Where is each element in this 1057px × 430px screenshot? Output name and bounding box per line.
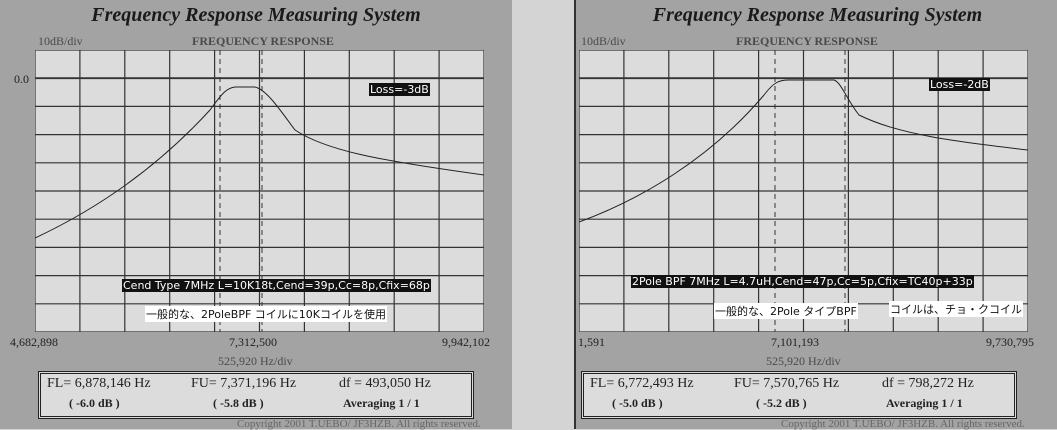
fl-value: FL= 6,772,493 Hz [590, 376, 694, 391]
ref-level: 0.0 [14, 72, 29, 86]
chart-title: FREQUENCY RESPONSE [736, 34, 878, 48]
copyright: Copyright 2001 T.UEBO/ JF3HZB. All right… [237, 418, 481, 430]
x-start: 1,591 [578, 335, 605, 349]
annotation-2: 一般的な、2PoleBPF コイルに10Kコイルを使用 [145, 306, 388, 322]
response-plot: Loss=-2dB 2Pole BPF 7MHz L=4.7uH,Cend=47… [579, 50, 1028, 332]
right-panel: Frequency Response Measuring System 10dB… [574, 0, 1057, 430]
plot-svg [35, 50, 484, 332]
x-end: 9,942,102 [442, 335, 490, 349]
results-box: FL= 6,878,146 Hz FU= 7,371,196 Hz df = 4… [38, 371, 474, 419]
y-scale-label: 10dB/div [38, 34, 83, 48]
fl-value: FL= 6,878,146 Hz [47, 376, 151, 391]
loss-label: Loss=-2dB [929, 78, 990, 91]
y-scale-label: 10dB/div [581, 34, 626, 48]
x-scale-label: 525,920 Hz/div [766, 354, 841, 368]
response-curve [579, 79, 1028, 223]
fu-db: ( -5.8 dB ) [213, 396, 264, 410]
chart-title: FREQUENCY RESPONSE [192, 34, 334, 48]
annotation-3: コイルは、チョ・クコイル [889, 301, 1023, 317]
x-start: 4,682,898 [10, 335, 58, 349]
fl-db: ( -6.0 dB ) [69, 396, 120, 410]
results-box: FL= 6,772,493 Hz FU= 7,570,765 Hz df = 7… [581, 371, 1017, 419]
fu-db: ( -5.2 dB ) [756, 396, 807, 410]
annotation-2: 一般的な、2Pole タイプBPF [714, 303, 858, 319]
app-title: Frequency Response Measuring System [91, 4, 421, 26]
app-title: Frequency Response Measuring System [652, 4, 983, 26]
x-center: 7,101,193 [771, 335, 819, 349]
response-plot: Loss=-3dB Cend Type 7MHz L=10K18t,Cend=3… [35, 50, 484, 332]
x-scale-label: 525,920 Hz/div [218, 354, 293, 368]
x-center: 7,312,500 [229, 335, 277, 349]
averaging: Averaging 1 / 1 [343, 396, 420, 410]
copyright: Copyright 2001 T.UEBO/ JF3HZB. All right… [781, 418, 1025, 430]
fu-value: FU= 7,570,765 Hz [734, 376, 840, 391]
fl-db: ( -5.0 dB ) [612, 396, 663, 410]
annotation-1: 2Pole BPF 7MHz L=4.7uH,Cend=47p,Cc=5p,Cf… [631, 275, 974, 288]
averaging: Averaging 1 / 1 [886, 396, 963, 410]
plot-svg [579, 50, 1028, 332]
fu-value: FU= 7,371,196 Hz [191, 376, 297, 391]
df-value: df = 493,050 Hz [339, 376, 431, 391]
left-panel: Frequency Response Measuring System 10dB… [0, 0, 512, 430]
annotation-1: Cend Type 7MHz L=10K18t,Cend=39p,Cc=8p,C… [122, 279, 431, 292]
x-end: 9,730,795 [986, 335, 1034, 349]
loss-label: Loss=-3dB [369, 83, 430, 96]
df-value: df = 798,272 Hz [882, 376, 974, 391]
response-curve [35, 86, 484, 239]
